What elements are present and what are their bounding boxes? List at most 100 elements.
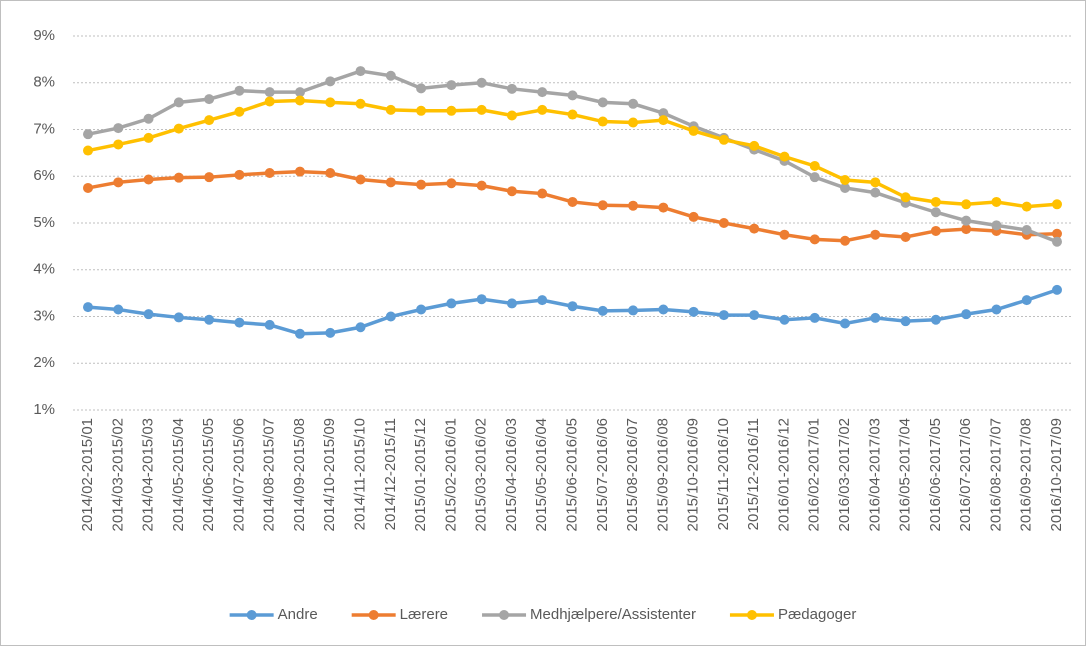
point (385, 70, 396, 81)
x-tick-label: 2015/05-2016/04 (533, 418, 550, 531)
point (506, 83, 517, 94)
point (628, 117, 639, 128)
point (779, 229, 790, 240)
point (688, 306, 699, 317)
point (1052, 228, 1062, 239)
point (567, 109, 578, 120)
point (991, 196, 1002, 207)
point (1052, 199, 1062, 210)
x-tick-label: 2015/03-2016/02 (473, 418, 490, 531)
point (991, 304, 1002, 315)
x-tick-label: 2014/04-2015/03 (140, 418, 157, 531)
legend-label: Medhjælpere/Assistenter (530, 606, 696, 623)
point (628, 98, 639, 109)
point (537, 295, 548, 306)
y-tick-label: 7% (33, 120, 55, 137)
x-tick-label: 2014/09-2015/08 (291, 418, 308, 531)
point (567, 90, 578, 101)
point (204, 94, 215, 105)
point (143, 113, 154, 124)
x-tick-label: 2014/12-2015/11 (382, 418, 399, 530)
y-tick-label: 8% (33, 74, 55, 91)
point (204, 115, 215, 126)
point (688, 125, 699, 136)
point (1021, 295, 1032, 306)
point (597, 116, 608, 127)
point (597, 97, 608, 108)
legend: Andre Lærere Medhjælpere/Assistenter Pædago… (229, 606, 856, 623)
y-tick-label: 5% (33, 214, 55, 231)
point (779, 151, 790, 162)
point (718, 218, 729, 228)
x-tick-label: 2014/08-2015/07 (261, 418, 278, 531)
point (749, 140, 760, 151)
x-tick-label: 2015/06-2016/05 (563, 418, 580, 531)
point (476, 180, 487, 191)
point (234, 169, 245, 180)
point (113, 304, 124, 315)
point (597, 305, 608, 316)
point (506, 186, 517, 197)
point (961, 224, 972, 235)
point (930, 196, 941, 207)
point (173, 312, 184, 323)
legend-marker (368, 610, 379, 620)
point (991, 220, 1002, 231)
point (930, 225, 941, 236)
legend-marker (246, 610, 257, 620)
y-tick-label: 6% (33, 167, 55, 184)
x-tick-label: 2015/04-2016/03 (503, 418, 520, 531)
point (840, 174, 851, 185)
x-tick-label: 2016/06-2017/05 (927, 418, 944, 531)
point (416, 83, 427, 94)
point (294, 166, 305, 177)
y-tick-label: 4% (33, 261, 55, 278)
x-tick-label: 2014/11-2015/10 (352, 418, 369, 530)
x-tick-label: 2015/11-2016/10 (715, 418, 732, 530)
point (264, 87, 275, 98)
y-tick-label: 2% (33, 354, 55, 371)
point (1021, 225, 1032, 236)
point (537, 87, 548, 98)
point (83, 129, 93, 140)
point (809, 172, 820, 183)
point (1052, 284, 1062, 295)
point (506, 110, 517, 121)
point (537, 188, 548, 199)
point (325, 167, 336, 178)
x-tick-label: 2016/09-2017/08 (1018, 418, 1035, 531)
point (809, 312, 820, 323)
x-tick-label: 2016/01-2016/12 (775, 418, 792, 531)
y-tick-label: 3% (33, 307, 55, 324)
point (294, 328, 305, 339)
point (173, 172, 184, 183)
point (416, 105, 427, 116)
point (446, 178, 457, 189)
point (870, 187, 881, 198)
point (567, 196, 578, 207)
point (809, 160, 820, 171)
point (658, 115, 669, 126)
point (385, 311, 396, 322)
point (961, 199, 972, 210)
point (870, 177, 881, 188)
point (718, 310, 729, 321)
point (658, 304, 669, 315)
point (749, 310, 760, 321)
x-tick-label: 2016/08-2017/07 (987, 418, 1004, 531)
point (234, 85, 245, 96)
point (658, 202, 669, 213)
y-tick-label: 9% (33, 27, 55, 44)
point (264, 167, 275, 178)
x-tick-label: 2016/10-2017/09 (1048, 418, 1065, 531)
point (900, 232, 911, 243)
point (355, 174, 366, 185)
legend-label: Andre (278, 606, 318, 623)
point (930, 314, 941, 325)
point (961, 215, 972, 226)
point (961, 309, 972, 320)
point (294, 87, 305, 98)
point (294, 95, 305, 106)
point (779, 314, 790, 325)
